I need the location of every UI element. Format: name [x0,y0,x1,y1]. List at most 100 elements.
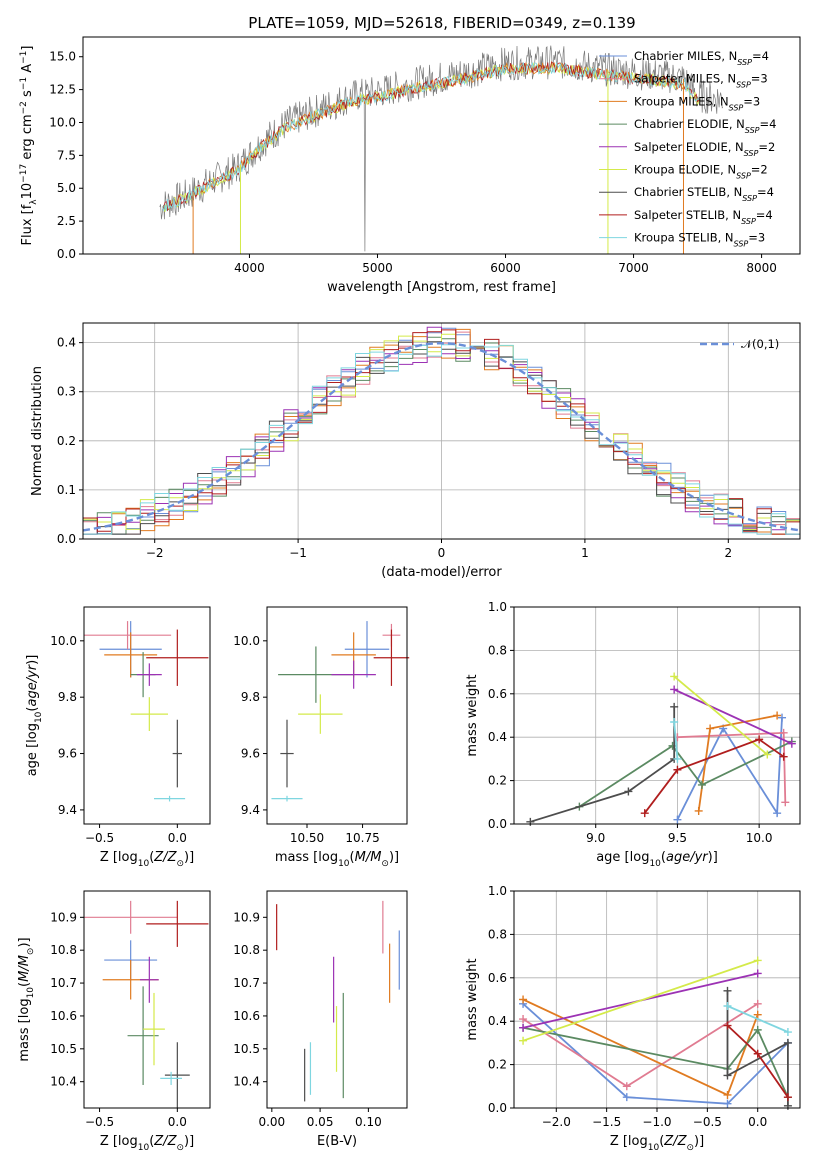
x-tick-label: −1.5 [592,1115,621,1129]
y-axis-label: mass weight [465,674,480,756]
series-marker [755,735,764,744]
y-axis-label-part: −1 [19,77,29,90]
y-tick-label: 10.4 [50,1075,77,1089]
legend-subscript: SSP [734,239,749,248]
y-tick-label: 0.6 [488,687,507,701]
y-tick-label: 10.6 [233,1009,260,1023]
series-line [677,731,787,803]
y-axis-label-part: −2 [19,101,29,114]
x-axis-label-part: ( [659,1134,664,1149]
y-axis-label-part: mass weight [465,674,480,756]
spectrum-panel: 4000 5000 6000 7000 8000 0.0 2.5 5.0 7.5 10.0 12.5… [19,36,801,295]
series-marker [670,685,679,694]
legend-label: Chabrier ELODIE, NSSP=4 [634,117,776,135]
x-tick-label: 0.05 [307,1115,334,1129]
x-tick-label: −2.0 [542,1115,571,1129]
series-line [530,706,676,823]
x-axis-label-part: E(B-V) [317,1134,357,1149]
y-tick-label: 10.0 [49,115,76,129]
series-marker [753,956,762,965]
series-marker [783,1038,792,1047]
y-axis-label-part: )] [17,937,32,947]
x-axis-label-part: ⊙ [381,859,389,869]
x-axis-label-part: wavelength [Angstrom, rest frame] [327,280,556,295]
x-axis-label-part: (data-model)/error [381,565,502,580]
series-line [676,717,783,821]
y-axis-label-part: A [20,64,35,77]
x-tick-label: 0 [438,546,446,560]
x-axis-label-part: ⊙ [176,1143,184,1153]
series-marker [668,741,677,750]
x-axis-label-part: ( [350,850,355,865]
legend-nssp: =3 [743,94,760,108]
series-marker [697,780,706,789]
x-tick-label: 0.0 [168,1115,187,1129]
x-axis-label-part: 10 [648,1143,660,1153]
y-tick-label: 0.6 [488,971,507,985]
y-tick-label: 9.4 [241,803,260,817]
series-marker [779,728,788,737]
legend-label: Kroupa ELODIE, NSSP=2 [634,163,768,181]
y-tick-label: 9.8 [241,690,260,704]
x-axis-label-part: Z [log [100,1134,138,1149]
legend-model-name: Salpeter STELIB, N [634,208,741,222]
legend-nssp: =3 [751,72,768,86]
spectrum-model-line [162,61,701,212]
x-tick-label: 7000 [618,261,649,275]
x-axis-label: Z [log10(Z/Z⊙)] [610,1134,704,1153]
axes-frame [266,890,408,1109]
legend-model-name: Chabrier STELIB, N [634,185,742,199]
y-tick-label: 10.0 [233,634,260,648]
legend-subscript: SSP [745,126,760,135]
series-line [522,1003,789,1105]
x-axis-label-part: 10 [138,859,150,869]
x-axis-label-part: age/yr [666,850,709,865]
x-tick-label: 0.00 [258,1115,285,1129]
series-line [673,675,768,756]
y-tick-label: 0.8 [488,927,507,941]
y-axis-label-part: −17 [19,164,29,183]
x-axis-label-part: mass [log [275,850,338,865]
x-axis-label-part: Z [log [100,850,138,865]
series-marker [673,765,682,774]
legend-nssp: =4 [752,49,769,63]
series-marker [723,1021,732,1030]
legend-label: Salpeter STELIB, NSSP=4 [634,208,773,226]
y-axis-label: age [log10(age/yr)] [25,655,44,777]
series-marker [673,815,682,824]
series-marker [526,817,535,826]
mass-vs-metallicity-panel: −0.5 0.010.410.510.610.710.810.9Z [log10(… [17,890,211,1153]
series-marker [763,750,772,759]
series-marker [781,798,790,807]
x-axis-label-part: ⊙ [686,1143,694,1153]
series-line [522,959,758,1042]
x-tick-label: 8000 [746,261,777,275]
mass-weight-vs-age-panel: 9.0 9.5 10.0 0.0 0.2 0.4 0.6 0.8 1.0 age [log10(a… [465,600,801,869]
y-tick-label: 10.7 [50,976,77,990]
y-tick-label: 7.5 [57,148,76,162]
series-marker [723,1090,732,1099]
x-axis-label-part: age [log [596,850,649,865]
legend-model-name: Chabrier MILES, N [634,49,737,63]
y-axis-label-part: Flux [f [20,204,35,245]
series-marker [519,1036,528,1045]
y-axis-label-part: mass [log [17,998,32,1061]
y-tick-label: 10.5 [233,1042,260,1056]
series-marker [670,702,679,711]
y-tick-label: 5.0 [57,181,76,195]
legend-subscript: SSP [744,148,759,157]
series-line [522,1026,789,1098]
series-marker [723,1071,732,1080]
y-axis-label-part: M/M [17,955,32,982]
y-tick-label: 10.5 [50,1042,77,1056]
y-tick-label: 10.9 [233,910,260,924]
y-tick-label: 15.0 [49,50,76,64]
y-axis-label-part: mass weight [465,958,480,1040]
series-line [727,1005,789,1033]
y-axis-label-part: ⊙ [26,948,36,956]
legend-model-name: Chabrier ELODIE, N [634,117,745,131]
series-marker [783,1093,792,1102]
x-tick-label: −0.5 [85,1115,114,1129]
histogram-series [83,344,800,535]
